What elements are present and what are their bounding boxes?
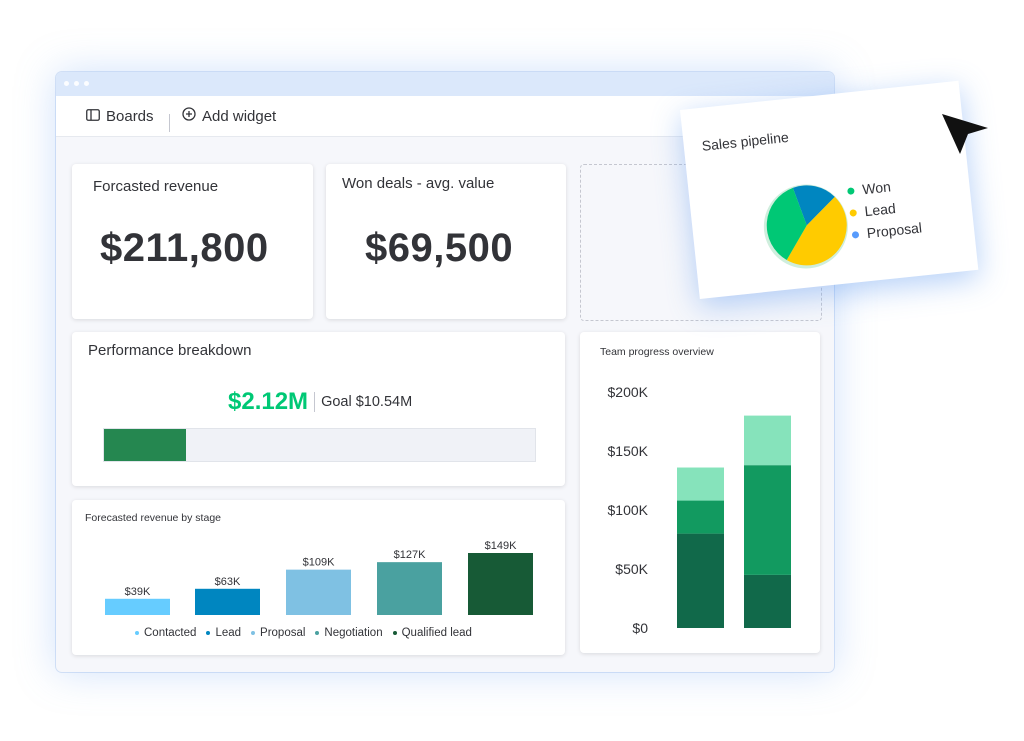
- legend-dot: [135, 630, 139, 635]
- stack-segment[interactable]: [677, 500, 724, 534]
- stage-bar[interactable]: [286, 569, 351, 615]
- stack-segment[interactable]: [677, 467, 724, 501]
- window-controls: [64, 81, 89, 86]
- revenue-by-stage-widget[interactable]: Forecasted revenue by stage $39K $63K $109…: [72, 500, 565, 655]
- forecasted-revenue-widget[interactable]: Forcasted revenue $211,800: [72, 164, 313, 319]
- forecasted-revenue-value: $211,800: [100, 226, 269, 270]
- stage-bar[interactable]: [377, 562, 442, 615]
- window-dot-1[interactable]: [64, 81, 69, 86]
- pie-legend-item: Won: [847, 178, 892, 198]
- legend-dot: [392, 630, 397, 635]
- window-dot-2[interactable]: [74, 81, 79, 86]
- value-divider: [314, 392, 316, 412]
- sales-pipeline-pie: [763, 182, 851, 269]
- boards-button[interactable]: Boards: [86, 96, 154, 136]
- widget-title: Won deals - avg. value: [342, 175, 495, 192]
- y-tick-label: $150K: [608, 443, 649, 459]
- legend-dot: [851, 230, 860, 239]
- performance-goal: Goal $10.54M: [321, 394, 413, 410]
- arrow-cursor-icon: [940, 112, 990, 161]
- legend-dot: [251, 630, 256, 635]
- stage-bar-label: $127K: [394, 549, 426, 561]
- stack-segment[interactable]: [744, 415, 791, 466]
- stage-legend: Contacted Lead Proposal Negotiation Qualifie…: [135, 627, 472, 639]
- widget-title: Team progress overview: [600, 346, 714, 358]
- legend-item: Proposal: [251, 627, 305, 639]
- legend-dot: [206, 630, 211, 635]
- widget-title: Forcasted revenue: [93, 178, 219, 195]
- legend-item: Negotiation: [315, 627, 383, 639]
- team-progress-chart: $200K $150K $100K $50K $0: [608, 384, 791, 636]
- window-dot-3[interactable]: [84, 81, 89, 86]
- pie-legend-item: Lead: [849, 200, 896, 221]
- board-icon: [86, 108, 100, 125]
- performance-values: $2.12M Goal $10.54M: [228, 388, 412, 416]
- add-widget-label: Add widget: [202, 107, 277, 125]
- stack-segment[interactable]: [677, 533, 724, 628]
- progress-fill: [104, 429, 186, 461]
- performance-breakdown-widget[interactable]: Performance breakdown $2.12M Goal $10.54…: [72, 332, 565, 486]
- legend-dot: [847, 186, 855, 195]
- sales-pipeline-popup[interactable]: Sales pipeline Won Lead Proposal: [680, 80, 979, 299]
- widget-title: Performance breakdown: [88, 342, 252, 359]
- performance-current: $2.12M: [228, 388, 309, 415]
- y-tick-label: $100K: [608, 502, 649, 518]
- progress-track: [103, 428, 536, 462]
- stage-bar-label: $39K: [125, 586, 151, 598]
- pie-slice[interactable]: [763, 187, 810, 262]
- legend-item: Lead: [206, 627, 241, 639]
- toolbar-divider: [169, 114, 170, 132]
- y-tick-label: $50K: [615, 561, 648, 577]
- window-titlebar: [56, 72, 834, 96]
- team-progress-widget[interactable]: Team progress overview $200K $150K $100K $5…: [580, 332, 820, 653]
- pie-slice[interactable]: [792, 182, 838, 226]
- add-widget-button[interactable]: Add widget: [182, 96, 276, 136]
- popup-title: Sales pipeline: [701, 128, 790, 154]
- stack-segment[interactable]: [744, 465, 791, 575]
- y-tick-label: $200K: [608, 384, 649, 400]
- stage-bar-label: $149K: [485, 540, 517, 552]
- plus-circle-icon: [182, 107, 196, 125]
- pie-slice[interactable]: [781, 196, 851, 268]
- won-deals-widget[interactable]: Won deals - avg. value $69,500: [326, 164, 566, 319]
- stage-bar[interactable]: [195, 588, 260, 615]
- stage-bar-label: $63K: [215, 576, 241, 588]
- won-deals-value: $69,500: [365, 226, 514, 270]
- legend-item: Qualified lead: [392, 627, 472, 639]
- revenue-by-stage-chart: $39K $63K $109K $127K $149K: [105, 540, 533, 615]
- widget-title: Forecasted revenue by stage: [85, 512, 221, 524]
- stage-bar[interactable]: [468, 553, 533, 615]
- stage-bar[interactable]: [105, 598, 170, 615]
- y-tick-label: $0: [632, 620, 648, 636]
- stack-segment[interactable]: [744, 574, 791, 628]
- boards-label: Boards: [106, 107, 154, 125]
- legend-dot: [315, 630, 320, 635]
- stage-bar-label: $109K: [303, 557, 335, 569]
- legend-dot: [849, 208, 858, 217]
- legend-item: Contacted: [135, 627, 196, 639]
